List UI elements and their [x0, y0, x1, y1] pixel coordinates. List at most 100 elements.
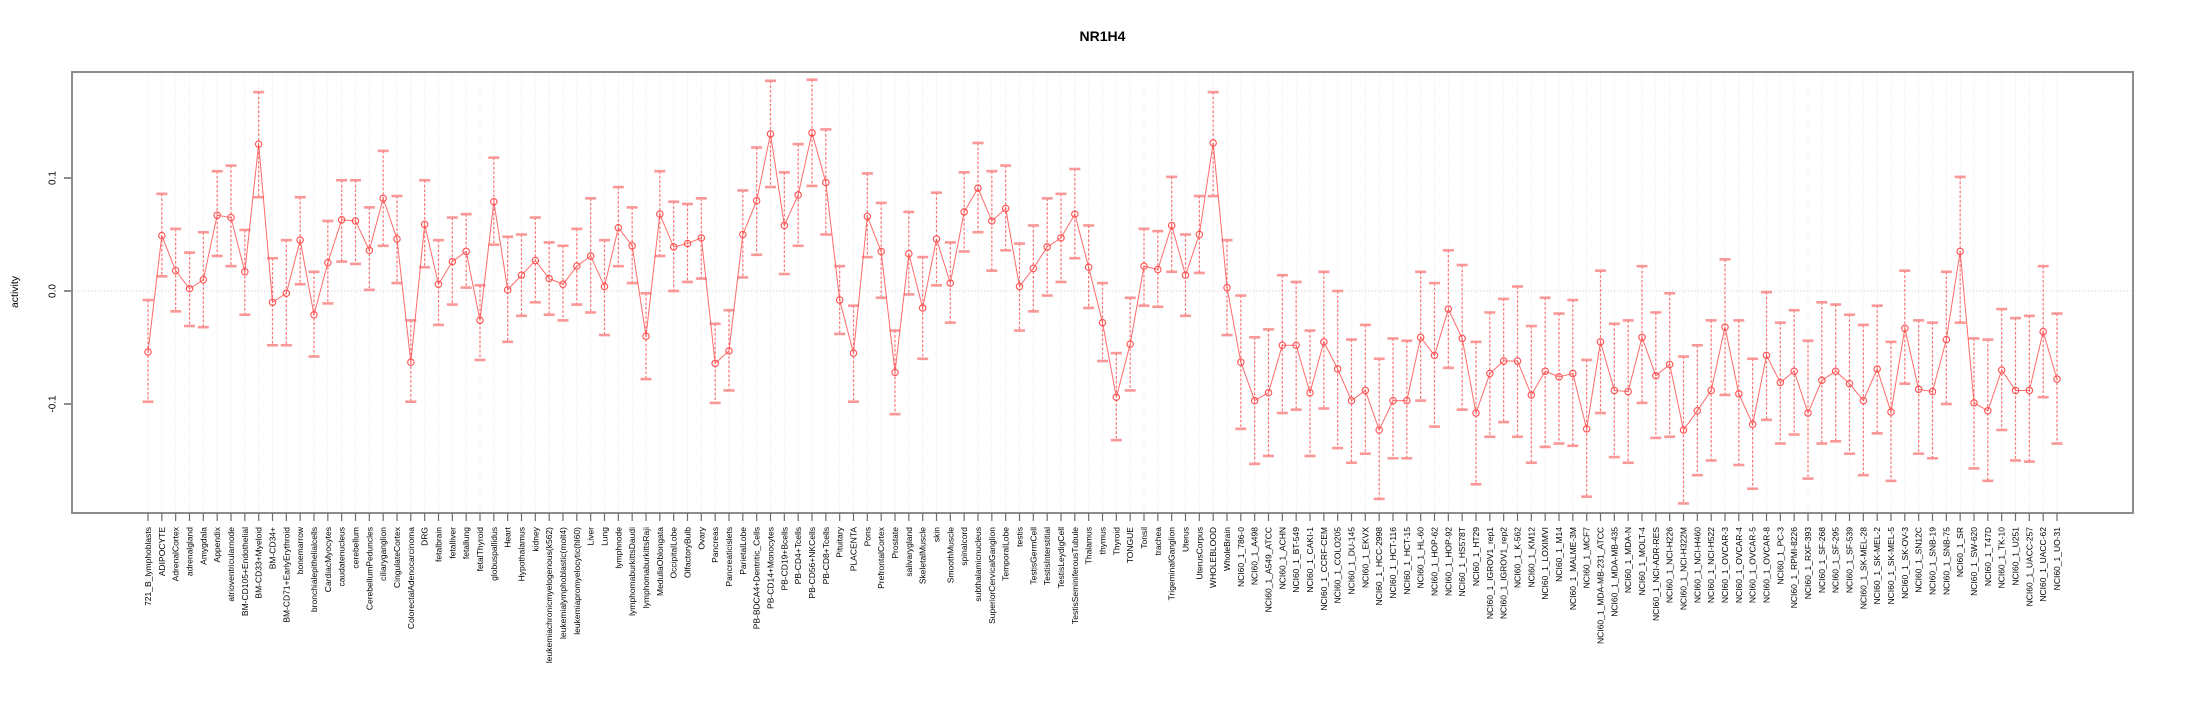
data-point	[1292, 341, 1300, 349]
data-point	[1112, 393, 1121, 401]
data-point	[1195, 230, 1204, 239]
data-point	[1444, 305, 1453, 313]
x-tick-label: NCI60_1_MDA-N	[1623, 527, 1633, 593]
x-tick-label: PB-CD14+Monocytes	[765, 527, 775, 609]
data-point	[559, 280, 567, 288]
data-point	[1029, 264, 1038, 273]
data-point	[1582, 425, 1591, 433]
x-tick-label: atrioventricularnode	[226, 527, 236, 602]
data-point	[1361, 386, 1370, 395]
data-point	[780, 221, 789, 230]
x-tick-label: leukemialymphoblastic(molt4)	[558, 527, 568, 639]
x-tick-label: 721_B_lymphoblasts	[143, 527, 153, 606]
x-tick-label: Appendix	[212, 526, 222, 562]
data-point	[1845, 379, 1854, 388]
data-point	[268, 298, 277, 307]
data-point	[365, 246, 374, 255]
x-tick-label: NCI60_1_HCC-2998	[1374, 527, 1384, 606]
data-point	[1389, 396, 1397, 405]
data-point	[1693, 407, 1702, 415]
data-line	[147, 132, 2058, 432]
data-point	[1596, 338, 1605, 346]
x-tick-label: Liver	[586, 527, 596, 546]
x-tick-label: NCI60_1_786-0	[1236, 527, 1246, 587]
x-tick-label: NCI60_1_A549_ATCC	[1263, 527, 1273, 612]
x-tick-label: NCI60_1_A498	[1250, 527, 1260, 585]
x-tick-label: TestisLeydigCell	[1056, 527, 1066, 589]
data-point	[835, 296, 844, 304]
data-point	[1748, 420, 1757, 429]
x-tick-label: TestisInterstitial	[1042, 527, 1052, 585]
data-point	[1859, 396, 1868, 405]
data-point	[918, 304, 927, 312]
data-point	[337, 216, 346, 224]
x-tick-label: NCI60_1_M14	[1554, 527, 1564, 582]
x-tick-label: PB-CD56+NKCells	[807, 527, 817, 599]
x-tick-label: PrefrontalCortex	[876, 526, 886, 589]
data-point	[503, 286, 512, 294]
data-point	[1167, 221, 1176, 230]
x-tick-label: NCI60_1_MALME-3M	[1568, 527, 1578, 610]
x-tick-label: NCI60_1_NCI-ADR-RES	[1651, 527, 1661, 621]
x-tick-label: NCI60_1_UACC-62	[2038, 527, 2048, 602]
data-point	[711, 359, 719, 368]
x-tick-label: NCI60_1_EKVX	[1360, 527, 1370, 588]
data-point	[490, 197, 498, 206]
x-tick-label: NCI60_1_HCT-116	[1388, 527, 1398, 599]
data-point	[1458, 334, 1466, 343]
data-points	[144, 129, 2061, 434]
data-point	[144, 348, 152, 356]
x-tick-label: NCI60_1_KM12	[1526, 527, 1536, 588]
data-point	[863, 212, 872, 221]
data-point	[2053, 375, 2061, 383]
x-tick-label: Thalamus	[1084, 527, 1094, 564]
x-tick-label: NCI60_1_COLO205	[1333, 527, 1343, 604]
x-tick-label: TemporalLobe	[1001, 527, 1011, 581]
data-point	[656, 210, 664, 218]
data-point	[628, 242, 636, 250]
x-tick-label: NCI60_1_OVCAR-8	[1761, 527, 1771, 603]
data-point	[1043, 243, 1051, 251]
x-tick-label: kidney	[530, 526, 540, 551]
x-tick-label: TONGUE	[1125, 527, 1135, 564]
x-tick-label: NCI60_1_NCI-H226	[1665, 527, 1675, 603]
x-tick-label: OccipitalLobe	[669, 527, 679, 579]
x-tick-label: PLACENTA	[848, 527, 858, 572]
data-point	[1790, 367, 1798, 375]
data-point	[697, 234, 706, 242]
data-point	[1154, 265, 1162, 274]
data-point	[199, 275, 208, 284]
x-tick-label: ColorectalAdenocarcinoma	[406, 527, 416, 629]
data-point	[1499, 357, 1508, 365]
x-axis-labels: 721_B_lymphoblasts ADIPOCYTE AdrenalCortex…	[143, 526, 2062, 663]
x-tick-label: NCI60_1_HCT-15	[1402, 527, 1412, 595]
data-point	[1264, 388, 1273, 397]
x-tick-label: SuperiorCervicalGanglion	[987, 527, 997, 624]
data-point	[766, 130, 775, 138]
x-tick-label: UterusCorpus	[1194, 527, 1204, 579]
data-point	[254, 140, 263, 148]
data-point	[683, 239, 692, 248]
x-tick-label: ParietalLobe	[738, 527, 748, 575]
x-tick-label: NCI60_1_HOP-92	[1443, 527, 1453, 596]
x-tick-label: NCI60_1_MDA-MB-435	[1609, 527, 1619, 617]
x-tick-label: NCI60_1_ACHN	[1277, 527, 1287, 589]
x-tick-label: salivarygland	[904, 527, 914, 577]
x-tick-label: skin	[931, 527, 941, 542]
y-tick-label: 0.1	[48, 171, 59, 185]
data-point	[1181, 271, 1190, 279]
data-point	[379, 194, 387, 203]
data-point	[1652, 371, 1660, 380]
data-point	[1997, 366, 2006, 374]
x-tick-label: NCI60_1_CCRF-CEM	[1319, 527, 1329, 611]
x-tick-label: NCI60_1_OVCAR-3	[1720, 527, 1730, 603]
x-tick-label: NCI60_1_MOLT-4	[1637, 527, 1647, 596]
x-tick-label: NCI60_1_SNB-19	[1927, 527, 1937, 595]
data-point	[1513, 357, 1522, 365]
data-point	[476, 316, 484, 325]
data-point	[1928, 387, 1937, 396]
data-point	[1818, 376, 1826, 385]
data-point	[573, 262, 581, 270]
x-tick-label: Pons	[862, 527, 872, 546]
